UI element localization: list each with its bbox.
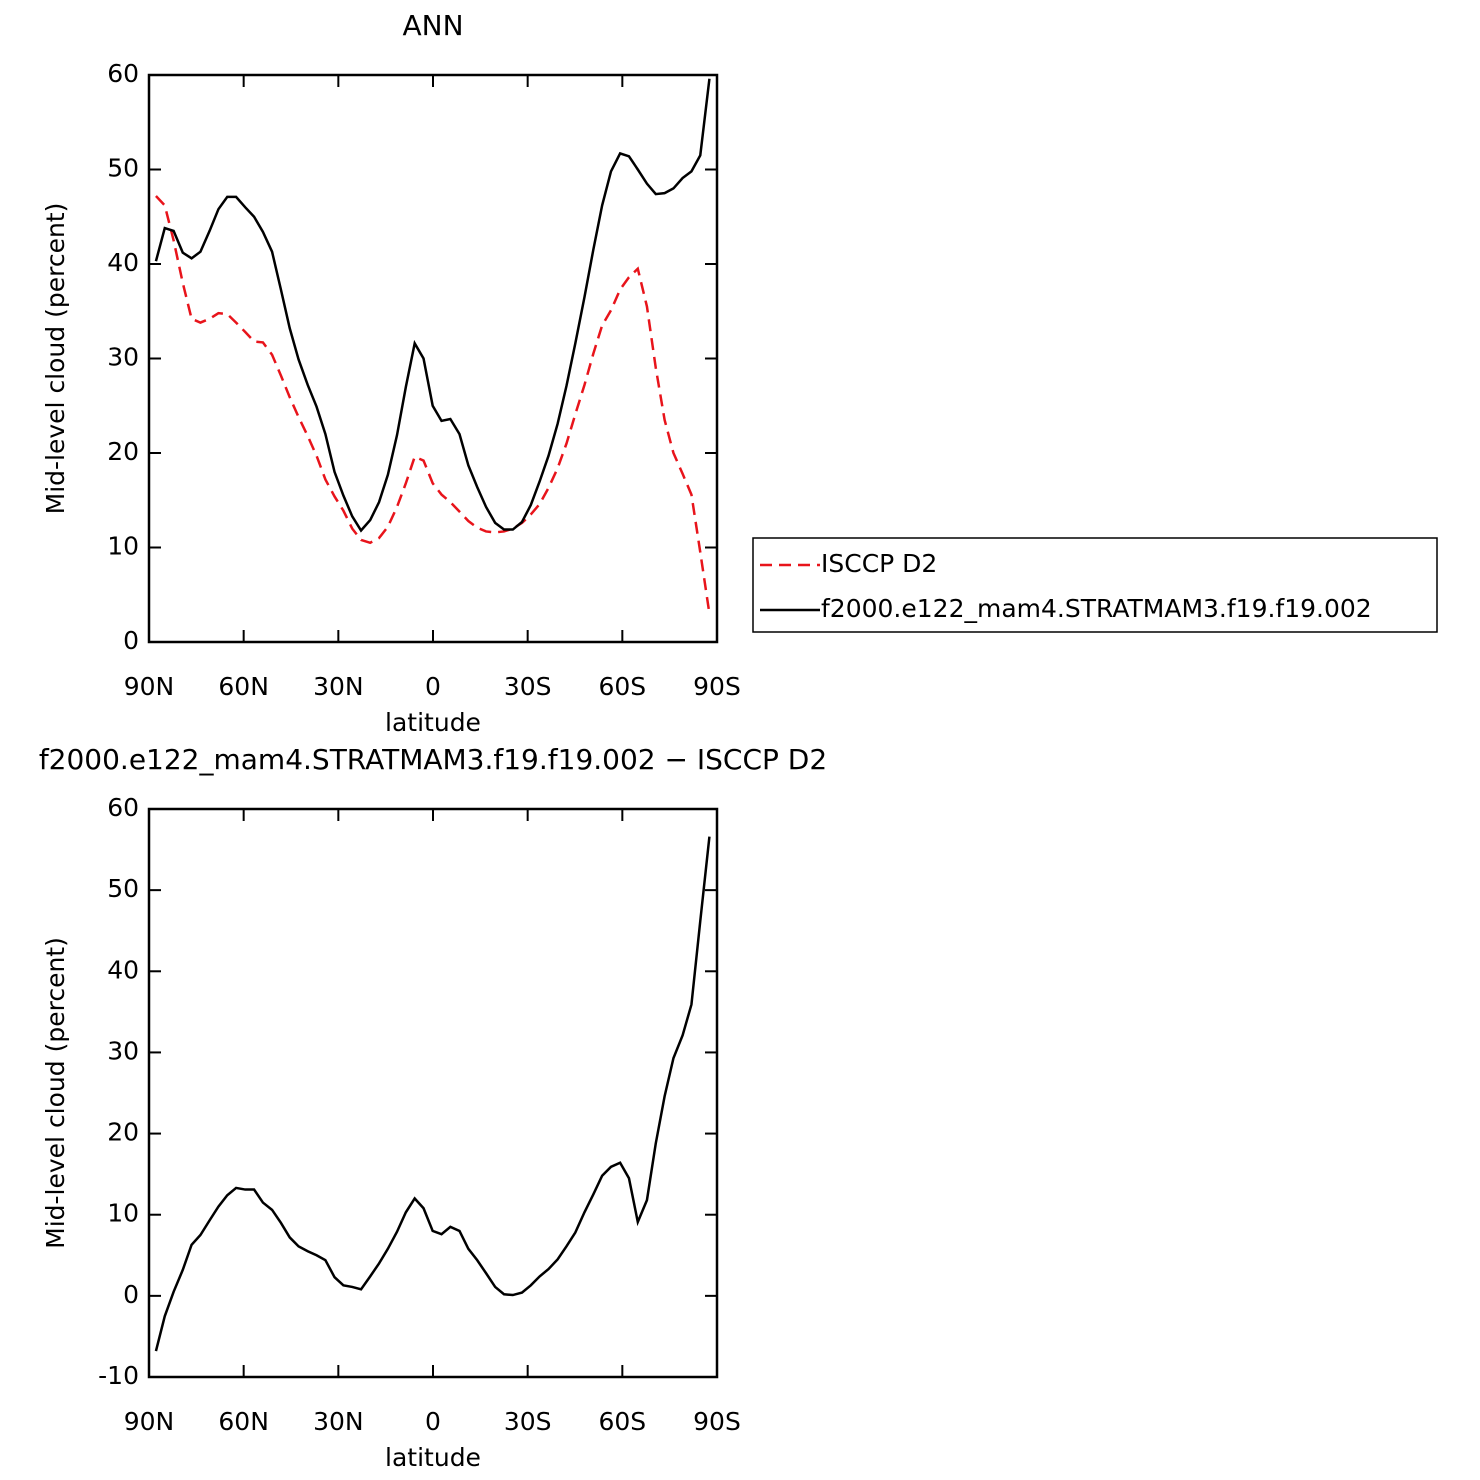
- y-tick-label: 60: [107, 793, 139, 822]
- y-tick-label: 40: [107, 955, 139, 984]
- x-tick-label: 60S: [598, 672, 646, 701]
- chart-title: ANN: [402, 9, 463, 42]
- chart-title: f2000.e122_mam4.STRATMAM3.f19.f19.002 − …: [39, 743, 827, 776]
- y-tick-label: 50: [107, 154, 139, 183]
- x-axis-label: latitude: [385, 1443, 481, 1472]
- plot-frame: [147, 73, 719, 644]
- x-tick-label: 60N: [218, 672, 269, 701]
- y-tick-label: -10: [98, 1361, 139, 1390]
- y-tick-label: 50: [107, 874, 139, 903]
- legend-label: f2000.e122_mam4.STRATMAM3.f19.f19.002: [821, 594, 1372, 623]
- data-line: [154, 836, 711, 1352]
- data-line: [154, 78, 711, 533]
- y-tick-label: 30: [107, 1036, 139, 1065]
- plot-frame: [147, 807, 719, 1379]
- y-tick-label: 20: [107, 437, 139, 466]
- x-tick-label: 90N: [124, 1407, 175, 1436]
- x-tick-label: 30N: [313, 1407, 364, 1436]
- y-tick-label: 0: [123, 1280, 139, 1309]
- x-tick-label: 30N: [313, 672, 364, 701]
- y-tick-label: 40: [107, 248, 139, 277]
- y-tick-label: 0: [123, 626, 139, 655]
- x-tick-label: 60N: [218, 1407, 269, 1436]
- x-tick-label: 0: [425, 672, 441, 701]
- x-tick-label: 0: [425, 1407, 441, 1436]
- x-tick-label: 90N: [124, 672, 175, 701]
- x-axis-label: latitude: [385, 708, 481, 737]
- data-line: [155, 195, 711, 614]
- x-tick-label: 90S: [693, 1407, 741, 1436]
- y-tick-label: 30: [107, 343, 139, 372]
- y-tick-label: 20: [107, 1118, 139, 1147]
- x-tick-label: 60S: [598, 1407, 646, 1436]
- x-tick-label: 30S: [504, 672, 552, 701]
- x-tick-label: 90S: [693, 672, 741, 701]
- x-tick-label: 30S: [504, 1407, 552, 1436]
- y-axis-label: Mid-level cloud (percent): [41, 937, 70, 1249]
- y-tick-label: 10: [107, 1199, 139, 1228]
- legend-label: ISCCP D2: [821, 549, 937, 578]
- y-tick-label: 10: [107, 532, 139, 561]
- y-tick-label: 60: [107, 59, 139, 88]
- legend-box: [752, 537, 1438, 633]
- y-axis-label: Mid-level cloud (percent): [41, 203, 70, 515]
